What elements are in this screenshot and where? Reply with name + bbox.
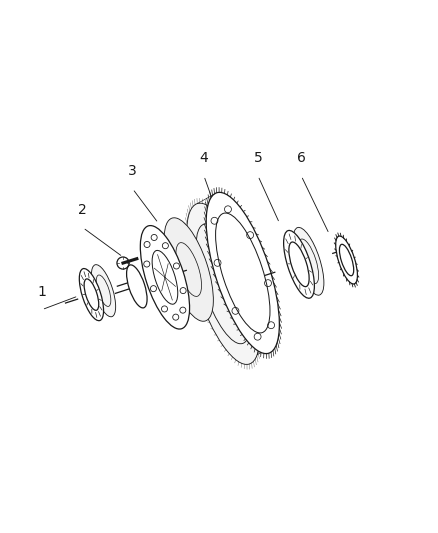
Ellipse shape bbox=[127, 265, 147, 308]
Ellipse shape bbox=[339, 244, 354, 276]
Ellipse shape bbox=[96, 275, 111, 306]
Ellipse shape bbox=[215, 213, 270, 333]
Text: 3: 3 bbox=[128, 164, 137, 178]
Text: 5: 5 bbox=[254, 151, 262, 165]
Ellipse shape bbox=[140, 225, 190, 329]
Ellipse shape bbox=[289, 242, 309, 287]
Ellipse shape bbox=[336, 236, 357, 284]
Ellipse shape bbox=[92, 265, 116, 317]
Text: 6: 6 bbox=[297, 151, 306, 165]
Ellipse shape bbox=[284, 230, 314, 298]
Ellipse shape bbox=[152, 251, 178, 304]
Ellipse shape bbox=[84, 279, 99, 310]
Ellipse shape bbox=[164, 218, 213, 321]
Ellipse shape bbox=[293, 228, 324, 295]
Ellipse shape bbox=[187, 203, 260, 365]
Ellipse shape bbox=[298, 239, 318, 284]
Text: 1: 1 bbox=[37, 285, 46, 299]
Ellipse shape bbox=[206, 192, 279, 353]
Text: 4: 4 bbox=[199, 151, 208, 165]
Ellipse shape bbox=[196, 224, 251, 344]
Text: 2: 2 bbox=[78, 203, 87, 217]
Ellipse shape bbox=[176, 243, 201, 296]
Ellipse shape bbox=[79, 269, 103, 321]
